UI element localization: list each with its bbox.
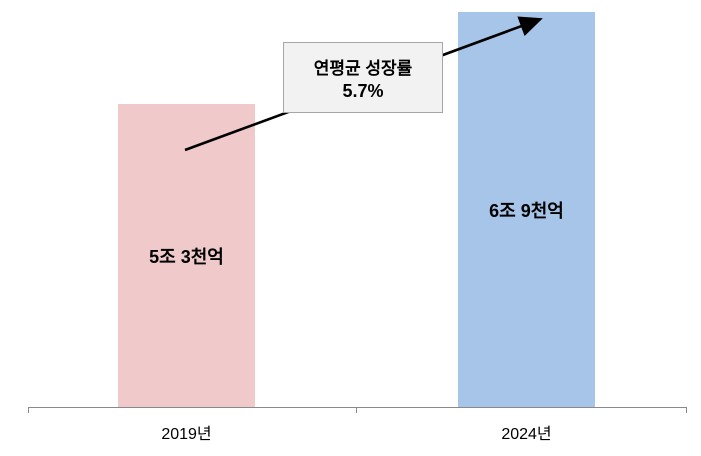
x-axis-tick	[356, 408, 357, 413]
annotation-value: 5.7%	[342, 80, 384, 101]
bar-2024: 6조 9천억	[458, 12, 595, 407]
x-axis-tick	[28, 408, 29, 413]
x-axis-line	[28, 407, 687, 408]
annotation-box: 연평균 성장률 5.7%	[283, 42, 443, 113]
annotation-text: 연평균 성장률	[313, 58, 413, 78]
x-axis-tick	[686, 408, 687, 413]
x-axis-label-2019: 2019년	[161, 426, 212, 443]
x-axis-label-2024: 2024년	[501, 426, 552, 443]
bar-label-2024: 6조 9천억	[489, 200, 564, 221]
bar-2019: 5조 3천억	[118, 104, 255, 407]
bar-label-2019: 5조 3천억	[149, 246, 224, 267]
